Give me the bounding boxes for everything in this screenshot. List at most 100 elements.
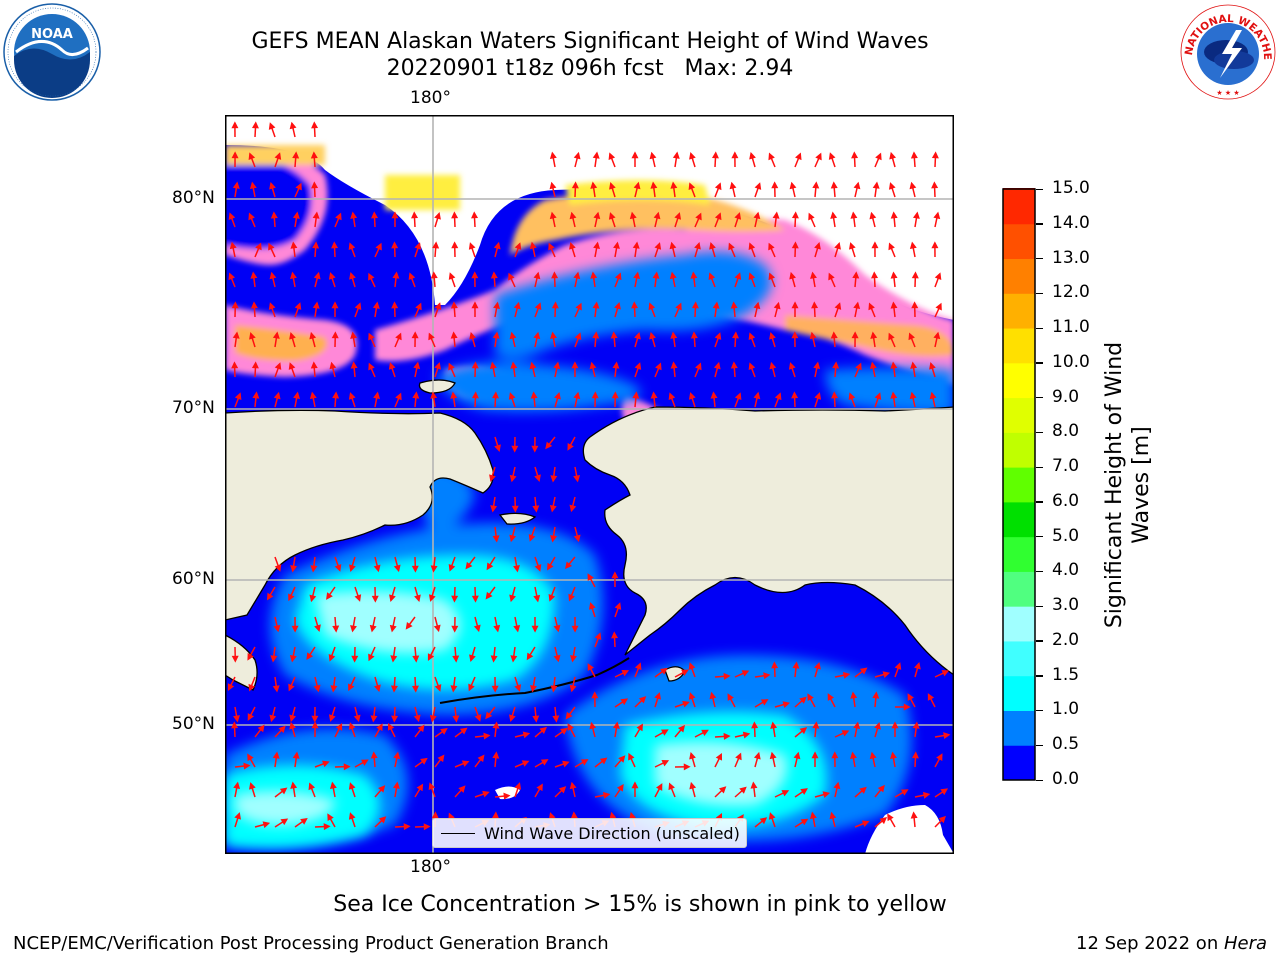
wave-direction-arrowhead — [266, 592, 274, 601]
wave-direction-arrowhead — [683, 763, 691, 771]
chart-title: GEFS MEAN Alaskan Waters Significant Hei… — [0, 28, 1180, 82]
wave-direction-arrowhead — [508, 392, 516, 400]
wave-direction-arrowhead — [309, 391, 317, 400]
wave-direction-arrowhead — [549, 181, 557, 190]
wave-direction-arrowhead — [548, 812, 556, 820]
wave-direction-arrowhead — [547, 562, 554, 571]
colorbar-tick-mark — [1036, 362, 1043, 364]
wave-direction-arrowhead — [522, 731, 531, 739]
wave-direction-arrowhead — [723, 732, 731, 740]
wave-direction-arrowhead — [911, 271, 919, 279]
wave-direction-arrowhead — [493, 624, 501, 633]
wave-direction-arrowhead — [549, 504, 557, 513]
wave-direction-arrowhead — [247, 652, 254, 661]
wave-direction-arrowhead — [492, 811, 500, 819]
wave-direction-arrowhead — [571, 625, 579, 633]
wave-direction-arrowhead — [553, 624, 561, 633]
wave-direction-arrowhead — [735, 752, 742, 761]
wave-direction-arrowhead — [760, 699, 769, 706]
wave-direction-arrowhead — [314, 624, 321, 633]
wave-direction-arrowhead — [753, 751, 761, 760]
wave-direction-arrowhead — [292, 211, 300, 219]
colorbar-tick-label: 10.0 — [1052, 351, 1090, 372]
wave-direction-arrowhead — [300, 817, 308, 825]
wave-direction-arrowhead — [416, 783, 424, 792]
wave-direction-arrowhead — [890, 361, 898, 369]
colorbar-segment — [1003, 710, 1035, 746]
wave-direction-arrowhead — [789, 271, 796, 280]
wave-direction-arrowhead — [748, 242, 756, 251]
wave-direction-arrowhead — [614, 272, 622, 281]
wave-direction-arrowhead — [734, 212, 742, 220]
wave-direction-arrowhead — [257, 724, 265, 733]
wave-direction-arrowhead — [509, 331, 517, 340]
wave-direction-arrowhead — [509, 474, 517, 483]
wave-direction-arrowhead — [565, 711, 573, 720]
noaa-logo: NOAA — [3, 3, 101, 101]
wave-direction-arrowhead — [393, 751, 401, 760]
wave-direction-arrowhead — [711, 151, 719, 159]
wave-direction-arrowhead — [814, 661, 821, 670]
wave-direction-arrowhead — [310, 565, 318, 573]
wave-direction-arrowhead — [461, 760, 470, 767]
wave-direction-arrowhead — [791, 331, 799, 339]
wave-direction-arrowhead — [909, 241, 917, 250]
wave-direction-arrowhead — [815, 152, 822, 161]
wave-direction-arrowhead — [395, 392, 402, 401]
wave-direction-arrowhead — [573, 391, 581, 400]
wave-direction-arrowhead — [569, 684, 577, 693]
wave-direction-arrowhead — [631, 301, 639, 309]
colorbar-tick-mark — [1036, 223, 1043, 225]
wave-direction-arrowhead — [633, 181, 641, 190]
lon-label-top: 180° — [410, 88, 451, 108]
wave-direction-arrowhead — [888, 242, 895, 251]
wave-direction-arrowhead — [769, 751, 777, 760]
wave-direction-arrowhead — [452, 715, 460, 723]
wave-direction-arrowhead — [799, 727, 808, 735]
wave-direction-arrowhead — [327, 813, 334, 822]
wave-direction-arrowhead — [832, 361, 840, 369]
legend-line-swatch — [441, 832, 475, 834]
title-line1: GEFS MEAN Alaskan Waters Significant Hei… — [251, 29, 929, 54]
wave-direction-arrowhead — [922, 791, 931, 799]
wave-direction-arrowhead — [690, 271, 698, 279]
wave-direction-arrowhead — [772, 211, 780, 219]
wave-direction-arrowhead — [310, 361, 318, 369]
wave-direction-arrowhead — [448, 272, 456, 280]
wave-direction-arrowhead — [550, 331, 557, 339]
wave-direction-arrowhead — [391, 211, 399, 219]
wave-direction-arrowhead — [368, 272, 375, 281]
wave-direction-arrowhead — [774, 392, 782, 401]
wave-direction-arrowhead — [350, 211, 358, 219]
wave-direction-arrowhead — [270, 211, 278, 219]
wave-direction-arrowhead — [450, 391, 458, 399]
wave-direction-arrowhead — [567, 443, 574, 451]
wave-direction-arrowhead — [289, 714, 297, 723]
wave-direction-arrowhead — [936, 753, 943, 761]
colorbar-tick-label: 9.0 — [1052, 386, 1080, 407]
wave-direction-arrowhead — [910, 811, 918, 819]
wave-direction-arrowhead — [587, 573, 594, 581]
colorbar-tick-mark — [1036, 292, 1043, 295]
wave-direction-arrowhead — [312, 301, 320, 309]
wave-direction-arrowhead — [931, 151, 939, 159]
wave-direction-arrowhead — [474, 714, 482, 722]
wave-direction-arrowhead — [830, 181, 838, 189]
wave-direction-arrowhead — [800, 818, 809, 826]
wave-direction-arrowhead — [814, 241, 821, 250]
wave-direction-arrowhead — [328, 272, 336, 280]
wave-direction-arrowhead — [311, 181, 319, 189]
wave-direction-arrowhead — [834, 242, 841, 250]
wave-direction-arrowhead — [529, 361, 537, 370]
wave-direction-arrowhead — [629, 811, 636, 820]
wave-direction-arrowhead — [574, 332, 582, 340]
wave-direction-arrowhead — [492, 721, 500, 729]
wave-direction-arrowhead — [534, 564, 542, 572]
wave-direction-arrowhead — [309, 594, 317, 603]
wave-direction-arrowhead — [354, 594, 362, 602]
wave-direction-arrowhead — [649, 331, 656, 340]
wave-direction-arrowhead — [471, 271, 479, 279]
wave-direction-arrowhead — [879, 817, 888, 825]
wave-direction-arrowhead — [739, 786, 747, 794]
wave-direction-arrowhead — [571, 181, 579, 189]
